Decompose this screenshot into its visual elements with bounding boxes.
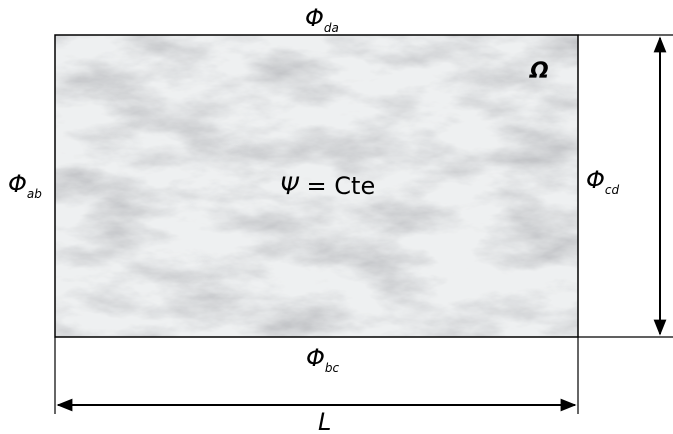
stream-label: Ψ = Cte bbox=[280, 172, 375, 200]
flux-label-right: Φcd bbox=[586, 166, 619, 197]
flux-label-bottom: Φbc bbox=[306, 344, 340, 375]
length-label: L bbox=[318, 408, 331, 434]
domain-label: Ω bbox=[529, 59, 549, 84]
diagram: Φda Φab Φcd Φbc Ω Ψ = Cte L bbox=[0, 0, 673, 434]
flux-label-left: Φab bbox=[8, 170, 42, 201]
flux-label-top: Φda bbox=[305, 4, 339, 35]
page: {"labels": { "top": {"symbol": "Φ", "sub… bbox=[0, 0, 673, 434]
